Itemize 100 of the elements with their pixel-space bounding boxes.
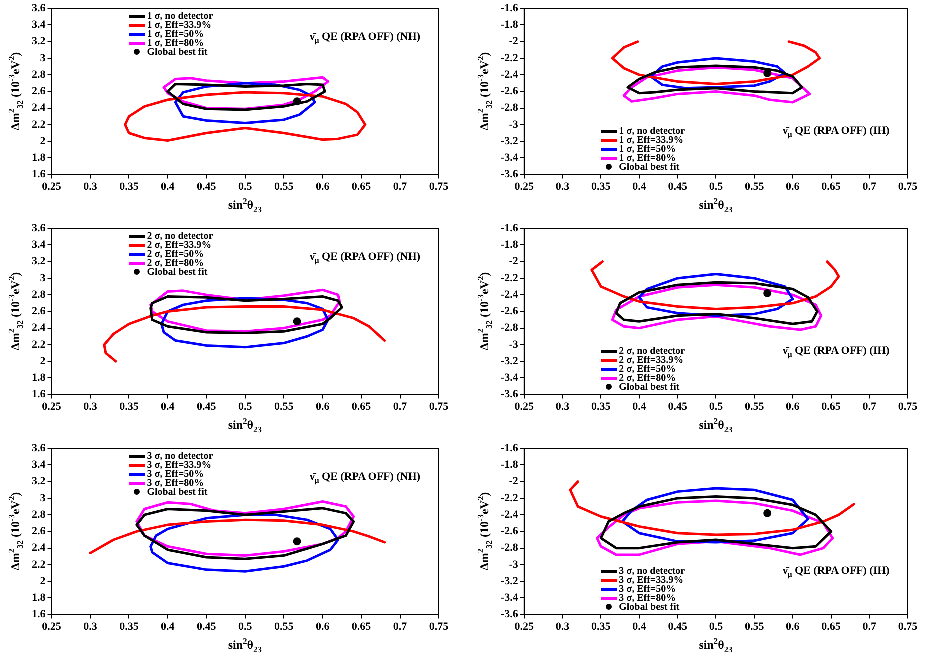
y-tick-label: 3.2 — [32, 476, 46, 488]
y-tick-label: -2.6 — [500, 306, 519, 318]
x-tick-label: 0.6 — [786, 401, 800, 414]
x-tick-label: 0.75 — [898, 401, 918, 414]
y-tick-label: 2.8 — [32, 288, 46, 301]
x-tick-label: 0.4 — [632, 621, 647, 634]
x-tick-label: 0.55 — [274, 621, 294, 634]
y-tick-label: 2.2 — [32, 338, 46, 351]
legend-label: 3 σ, Eff=50% — [619, 584, 676, 595]
legend-label: 1 σ, Eff=50% — [147, 28, 204, 40]
x-tick-label: 0.55 — [744, 401, 765, 414]
y-tick-label: 2 — [40, 355, 46, 368]
y-tick-label: 2.8 — [32, 68, 46, 81]
x-tick-label: 0.75 — [898, 621, 918, 634]
legend-label: 2 σ, no detector — [619, 346, 686, 357]
y-tick-label: 3.2 — [32, 256, 46, 268]
y-tick-label: -1.6 — [500, 222, 519, 234]
x-tick-label: 0.3 — [84, 181, 98, 194]
legend-label: 2 σ, Eff=33.9% — [619, 354, 684, 366]
y-tick-label: 2.2 — [32, 558, 46, 571]
y-tick-label: 1.6 — [32, 388, 46, 401]
y-tick-label: 2.6 — [32, 306, 46, 318]
y-tick-label: -1.6 — [500, 2, 519, 14]
y-tick-label: -3.4 — [500, 592, 519, 604]
y-tick-label: 2 — [40, 135, 46, 148]
legend-label: 3 σ, Eff=80% — [147, 478, 204, 489]
legend-label: 3 σ, no detector — [147, 450, 214, 462]
y-tick-label: 2.4 — [32, 102, 46, 114]
x-tick-label: 0.6 — [786, 621, 800, 634]
x-tick-label: 0.6 — [316, 181, 330, 194]
legend-label: Global best fit — [147, 266, 208, 278]
y-tick-label: -3.2 — [500, 355, 519, 368]
x-tick-label: 0.45 — [197, 401, 217, 414]
x-tick-label: 0.4 — [161, 181, 176, 194]
y-tick-label: -1.8 — [500, 239, 519, 252]
x-axis-title: sin$^{2}$θ$_{23}$ — [699, 637, 733, 654]
x-tick-label: 0.35 — [120, 401, 140, 414]
x-tick-label: 0.4 — [161, 621, 176, 634]
y-tick-label: 1.8 — [32, 152, 46, 164]
y-tick-label: 3.4 — [32, 459, 46, 472]
x-tick-label: 0.5 — [709, 401, 724, 414]
x-tick-label: 0.45 — [668, 401, 688, 414]
legend-label: 3 σ, Eff=33.9% — [147, 460, 212, 471]
x-tick-label: 0.5 — [238, 401, 253, 414]
legend-label: Global best fit — [147, 486, 208, 498]
y-tick-label: -2.6 — [500, 526, 519, 538]
x-tick-label: 0.35 — [592, 401, 612, 414]
legend-label: 1 σ, Eff=80% — [147, 38, 204, 49]
x-tick-label: 0.4 — [161, 401, 176, 414]
annotation: ν̄$_{μ}$ QE (RPA OFF) (NH) — [310, 250, 421, 265]
x-tick-label: 0.7 — [862, 401, 878, 414]
legend-label: 1 σ, no detector — [147, 10, 214, 22]
x-tick-label: 0.7 — [393, 401, 408, 414]
x-tick-label: 0.5 — [709, 621, 724, 634]
x-tick-label: 0.5 — [709, 181, 724, 194]
x-tick-label: 0.35 — [592, 181, 612, 194]
y-tick-label: -2.8 — [500, 542, 519, 554]
x-tick-label: 0.3 — [556, 401, 570, 414]
annotation: ν̄$_{μ}$ QE (RPA OFF) (NH) — [310, 30, 421, 45]
x-axis-title: sin$^{2}$θ$_{23}$ — [228, 197, 262, 214]
x-tick-label: 0.7 — [393, 621, 408, 634]
legend-label: 3 σ, Eff=33.9% — [619, 574, 684, 586]
y-tick-label: -2.8 — [500, 102, 519, 114]
y-tick-label: -2.2 — [500, 52, 519, 64]
y-tick-label: 1.8 — [32, 592, 46, 604]
legend-label: 3 σ, no detector — [619, 566, 686, 577]
y-tick-label: 3.6 — [32, 2, 46, 14]
y-tick-label: -3 — [509, 118, 519, 131]
x-tick-label: 0.6 — [316, 621, 330, 634]
y-tick-label: -1.8 — [500, 459, 519, 472]
y-tick-label: 3 — [40, 492, 46, 504]
x-tick-label: 0.65 — [822, 621, 842, 634]
y-tick-label: -3.6 — [500, 168, 519, 181]
y-tick-label: -3.6 — [500, 388, 519, 401]
x-tick-label: 0.7 — [862, 621, 878, 634]
x-tick-label: 0.65 — [822, 181, 842, 194]
y-tick-label: -3 — [509, 338, 519, 351]
legend-label: 2 σ, no detector — [147, 230, 214, 242]
y-tick-label: -2.2 — [500, 272, 519, 284]
x-tick-label: 0.25 — [42, 181, 62, 194]
legend-label: 2 σ, Eff=80% — [619, 372, 676, 384]
x-tick-label: 0.25 — [514, 621, 535, 634]
legend-label: Global best fit — [147, 46, 208, 58]
y-tick-label: 3.4 — [32, 239, 46, 252]
y-tick-label: -2 — [509, 256, 519, 268]
x-tick-label: 0.35 — [592, 621, 612, 634]
legend-label: 3 σ, Eff=50% — [147, 468, 204, 480]
x-tick-label: 0.45 — [668, 621, 688, 634]
x-axis-title: sin$^{2}$θ$_{23}$ — [228, 417, 262, 434]
legend-label: 1 σ, Eff=33.9% — [619, 134, 684, 146]
x-tick-label: 0.25 — [42, 401, 62, 414]
x-axis-title: sin$^{2}$θ$_{23}$ — [699, 417, 733, 434]
x-tick-label: 0.75 — [429, 621, 450, 634]
annotation: ν̄$_{μ}$ QE (RPA OFF) (NH) — [310, 470, 421, 485]
y-tick-label: 3 — [40, 272, 46, 284]
y-tick-label: -1.6 — [500, 442, 519, 454]
x-tick-label: 0.55 — [274, 401, 294, 414]
x-tick-label: 0.35 — [120, 621, 140, 634]
x-tick-label: 0.55 — [744, 181, 765, 194]
x-tick-label: 0.65 — [822, 401, 842, 414]
